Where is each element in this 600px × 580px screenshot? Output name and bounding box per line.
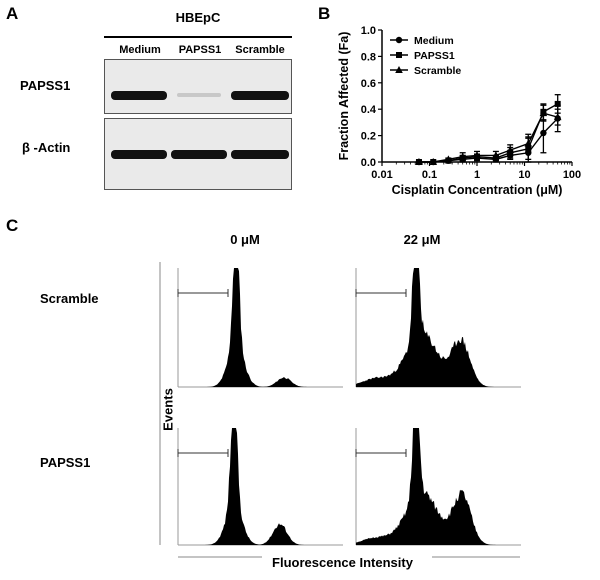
data-point-scramble [539,109,548,117]
band-papss1-medium [111,91,167,100]
papss1-blot [104,59,292,114]
x-tick-label: 100 [563,169,581,181]
cisplatin-chart: 0.0 0.2 0.4 0.6 0.8 1.0 0.01 0.1 1 10 100Cisplatin… [337,25,581,197]
legend-marker [395,36,403,44]
row-label-papss1-flow: PAPSS1 [40,455,91,470]
data-point-scramble [524,139,533,147]
band-actin-papss1 [171,150,227,159]
y-tick-label: 0.2 [361,131,376,143]
histogram-fill [178,428,343,545]
lane-label-scramble: Scramble [235,44,285,56]
data-point-scramble [458,152,467,160]
y-tick-label: 0.6 [361,78,376,90]
data-point-medium [540,129,547,137]
data-point-papss1 [554,100,561,107]
data-point-scramble [553,113,562,121]
lane-label-medium: Medium [119,44,161,56]
panel-c-letter: C [6,216,19,235]
data-point-scramble [492,151,500,159]
fluorescence-axis-label: Fluorescence Intensity [272,555,413,570]
data-point-scramble [444,155,453,163]
y-tick-label: 1.0 [361,25,376,37]
series-line-scramble [418,112,558,163]
data-point-scramble [415,158,423,165]
x-tick-label: 10 [518,169,530,181]
events-axis-label: Events [160,388,176,431]
row-label-papss1: PAPSS1 [20,78,71,93]
band-actin-scramble [231,150,289,159]
y-tick-label: 0.0 [361,157,376,169]
data-point-scramble [473,151,481,159]
actin-blot [104,118,292,190]
y-axis-label: Fraction Affected (Fa) [337,32,351,161]
column-label-0um: 0 μM [230,232,260,247]
legend-marker [396,52,402,58]
panel-a-letter: A [6,4,19,23]
band-actin-medium [111,150,167,159]
y-tick-label: 0.4 [361,104,377,116]
data-point-scramble [506,146,515,154]
panel-b-letter: B [318,4,331,23]
x-axis-label: Cisplatin Concentration (μM) [392,183,563,197]
data-point-scramble [429,158,438,165]
histogram-fill [356,268,521,387]
legend-label-medium: Medium [414,35,454,47]
legend-marker [395,66,403,73]
cell-line-label: HBEpC [175,10,221,25]
row-label-actin: β -Actin [22,140,71,155]
x-tick-label: 0.1 [422,169,437,181]
cell-line-bracket [104,36,292,38]
x-tick-label: 1 [474,169,480,181]
row-label-scramble: Scramble [40,291,99,306]
legend-label-scramble: Scramble [414,65,461,77]
column-label-22um: 22 μM [403,232,441,247]
band-papss1-scramble [231,91,289,100]
band-papss1-knockdown [177,93,221,97]
histogram-fill [356,428,521,545]
histogram-fill [178,268,343,387]
legend-label-papss1: PAPSS1 [414,50,455,62]
lane-label-papss1: PAPSS1 [178,44,222,56]
y-tick-label: 0.8 [361,51,376,63]
x-tick-label: 0.01 [371,169,392,181]
